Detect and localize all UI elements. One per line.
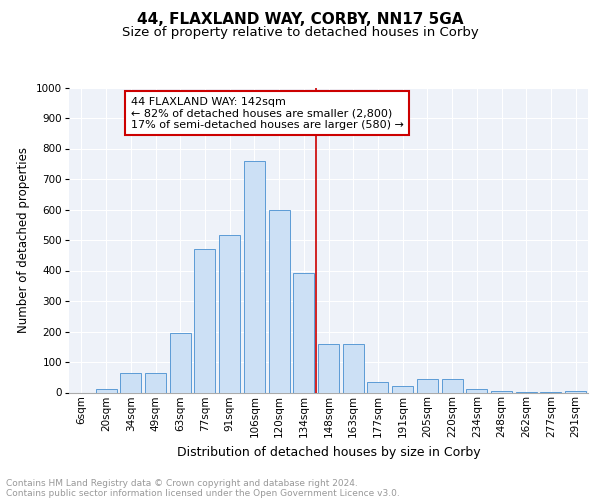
Bar	[565, 391, 586, 392]
Bar	[244, 160, 265, 392]
Text: 44 FLAXLAND WAY: 142sqm
← 82% of detached houses are smaller (2,800)
17% of semi: 44 FLAXLAND WAY: 142sqm ← 82% of detache…	[131, 96, 404, 130]
Bar	[170, 333, 191, 392]
Bar	[466, 390, 487, 392]
X-axis label: Distribution of detached houses by size in Corby: Distribution of detached houses by size …	[176, 446, 481, 458]
Bar	[367, 382, 388, 392]
Bar	[491, 391, 512, 392]
Bar	[343, 344, 364, 393]
Bar	[442, 380, 463, 392]
Text: 44, FLAXLAND WAY, CORBY, NN17 5GA: 44, FLAXLAND WAY, CORBY, NN17 5GA	[137, 12, 463, 28]
Bar	[95, 388, 116, 392]
Text: Contains public sector information licensed under the Open Government Licence v3: Contains public sector information licen…	[6, 488, 400, 498]
Bar	[392, 386, 413, 392]
Bar	[194, 249, 215, 392]
Bar	[269, 210, 290, 392]
Text: Size of property relative to detached houses in Corby: Size of property relative to detached ho…	[122, 26, 478, 39]
Y-axis label: Number of detached properties: Number of detached properties	[17, 147, 31, 333]
Bar	[145, 374, 166, 392]
Bar	[417, 380, 438, 392]
Bar	[318, 344, 339, 393]
Bar	[293, 272, 314, 392]
Bar	[120, 374, 141, 392]
Text: Contains HM Land Registry data © Crown copyright and database right 2024.: Contains HM Land Registry data © Crown c…	[6, 478, 358, 488]
Bar	[219, 236, 240, 392]
